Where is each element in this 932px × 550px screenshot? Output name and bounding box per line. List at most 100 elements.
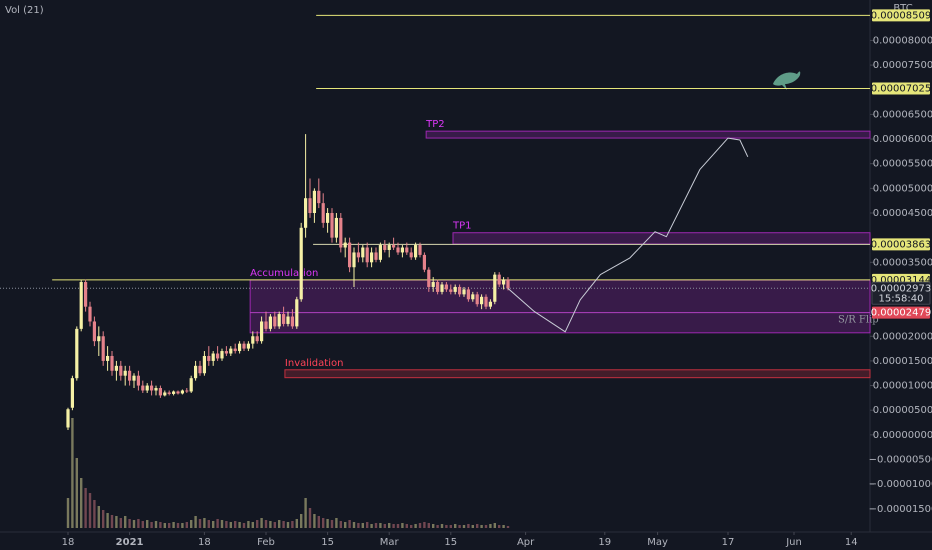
- candle-body: [339, 217, 343, 248]
- candle-body: [264, 321, 268, 329]
- zone: [249, 279, 871, 334]
- x-tick-label: 17: [722, 537, 735, 548]
- candle-body: [198, 365, 202, 374]
- candle-body: [88, 306, 92, 322]
- candle-body: [79, 282, 83, 329]
- candle-body: [70, 378, 74, 408]
- volume-bar: [361, 523, 364, 528]
- volume-bar: [264, 520, 268, 528]
- candle-body: [163, 392, 167, 396]
- candle-body: [418, 245, 422, 255]
- x-tick-label: Feb: [257, 537, 275, 548]
- volume-bar: [352, 522, 356, 528]
- volume-bar: [163, 523, 166, 528]
- x-tick-label: Jun: [785, 537, 802, 548]
- volume-bar: [260, 518, 263, 528]
- y-tick-label: 0.00001500: [873, 356, 932, 367]
- countdown: 15:58:40: [879, 293, 924, 304]
- candle-body: [251, 336, 255, 344]
- volume-bar: [370, 524, 373, 528]
- candle-body: [92, 321, 96, 342]
- level-label: 0.00007025: [871, 84, 931, 95]
- volume-bar: [181, 523, 184, 528]
- candle-body: [110, 355, 114, 371]
- candle-body: [427, 269, 431, 287]
- volume-bar: [172, 522, 175, 528]
- projection-path: [507, 137, 749, 333]
- y-tick-label: −0.00001500: [869, 504, 932, 515]
- volume-bar: [80, 478, 83, 528]
- y-tick-label: 0.00004500: [873, 208, 932, 219]
- x-tick-label: Apr: [517, 537, 535, 548]
- volume-bar: [388, 523, 391, 528]
- volume-bar: [185, 522, 188, 528]
- level-label: 0.00008509: [871, 10, 931, 21]
- volume-bar: [396, 524, 400, 528]
- candle-body: [462, 289, 466, 295]
- candle-body: [453, 286, 457, 292]
- candle-body: [286, 316, 290, 324]
- candle-body: [414, 245, 418, 258]
- volume-bar: [405, 524, 408, 528]
- volume-bar: [357, 523, 360, 528]
- y-tick-label: 0.00001000: [873, 381, 932, 392]
- candle-body: [308, 198, 312, 213]
- candle-body: [141, 385, 145, 391]
- candle-body: [158, 388, 162, 396]
- candle-body: [480, 296, 484, 305]
- y-tick-label: 0.00006500: [873, 109, 932, 120]
- volume-bar: [234, 521, 237, 528]
- volume-bar: [317, 516, 320, 528]
- candle-body: [194, 365, 198, 379]
- candle-body: [277, 314, 281, 327]
- candle-body: [84, 282, 88, 307]
- candle-body: [180, 390, 184, 394]
- volume-bar: [229, 522, 232, 528]
- y-tick-label: 0.00008000: [873, 35, 932, 46]
- volume-bar: [207, 520, 210, 528]
- volume-bar: [502, 525, 505, 528]
- candle-body: [202, 355, 206, 374]
- volume-bar: [256, 520, 259, 528]
- level-label-box: [872, 9, 930, 22]
- candle-body: [106, 355, 110, 361]
- level-label: 0.00003144: [871, 275, 931, 286]
- volume-bar: [427, 523, 430, 528]
- candle-body: [167, 392, 171, 394]
- candle-body: [484, 296, 488, 307]
- candle-body: [295, 299, 299, 327]
- candle-body: [238, 343, 242, 352]
- currency-label: BTC: [893, 3, 912, 14]
- candle-body: [101, 336, 105, 361]
- volume-bar: [110, 515, 114, 528]
- level-label-box: [872, 306, 930, 319]
- volume-bar: [124, 516, 127, 528]
- volume-bar: [247, 521, 250, 528]
- volume-bar: [300, 514, 303, 528]
- candle-body: [431, 282, 435, 287]
- candle-body: [312, 190, 316, 213]
- candle-body: [374, 252, 378, 260]
- y-tick-label: 0.00006000: [873, 134, 932, 145]
- volume-bar: [146, 520, 149, 528]
- candle-body: [361, 247, 365, 258]
- volume-bar: [476, 524, 479, 528]
- y-tick-label: 0.00003500: [873, 257, 932, 268]
- volume-bar: [295, 519, 298, 528]
- candle-body: [466, 289, 470, 300]
- volume-bar: [423, 522, 426, 528]
- volume-bar: [383, 524, 386, 528]
- volume-bar: [242, 523, 246, 528]
- candle-body: [506, 279, 510, 289]
- x-tick-label: 2021: [116, 537, 144, 548]
- level-label-box: [871, 281, 931, 305]
- volume-bar: [176, 523, 180, 528]
- volume-bar: [489, 524, 492, 528]
- volume-bar: [304, 498, 307, 528]
- volume-bar: [366, 522, 369, 528]
- y-tick-label: 0.00000500: [873, 405, 932, 416]
- level-label: 0.00002973: [871, 283, 931, 294]
- candle-body: [378, 245, 382, 260]
- x-tick-label: 18: [198, 537, 211, 548]
